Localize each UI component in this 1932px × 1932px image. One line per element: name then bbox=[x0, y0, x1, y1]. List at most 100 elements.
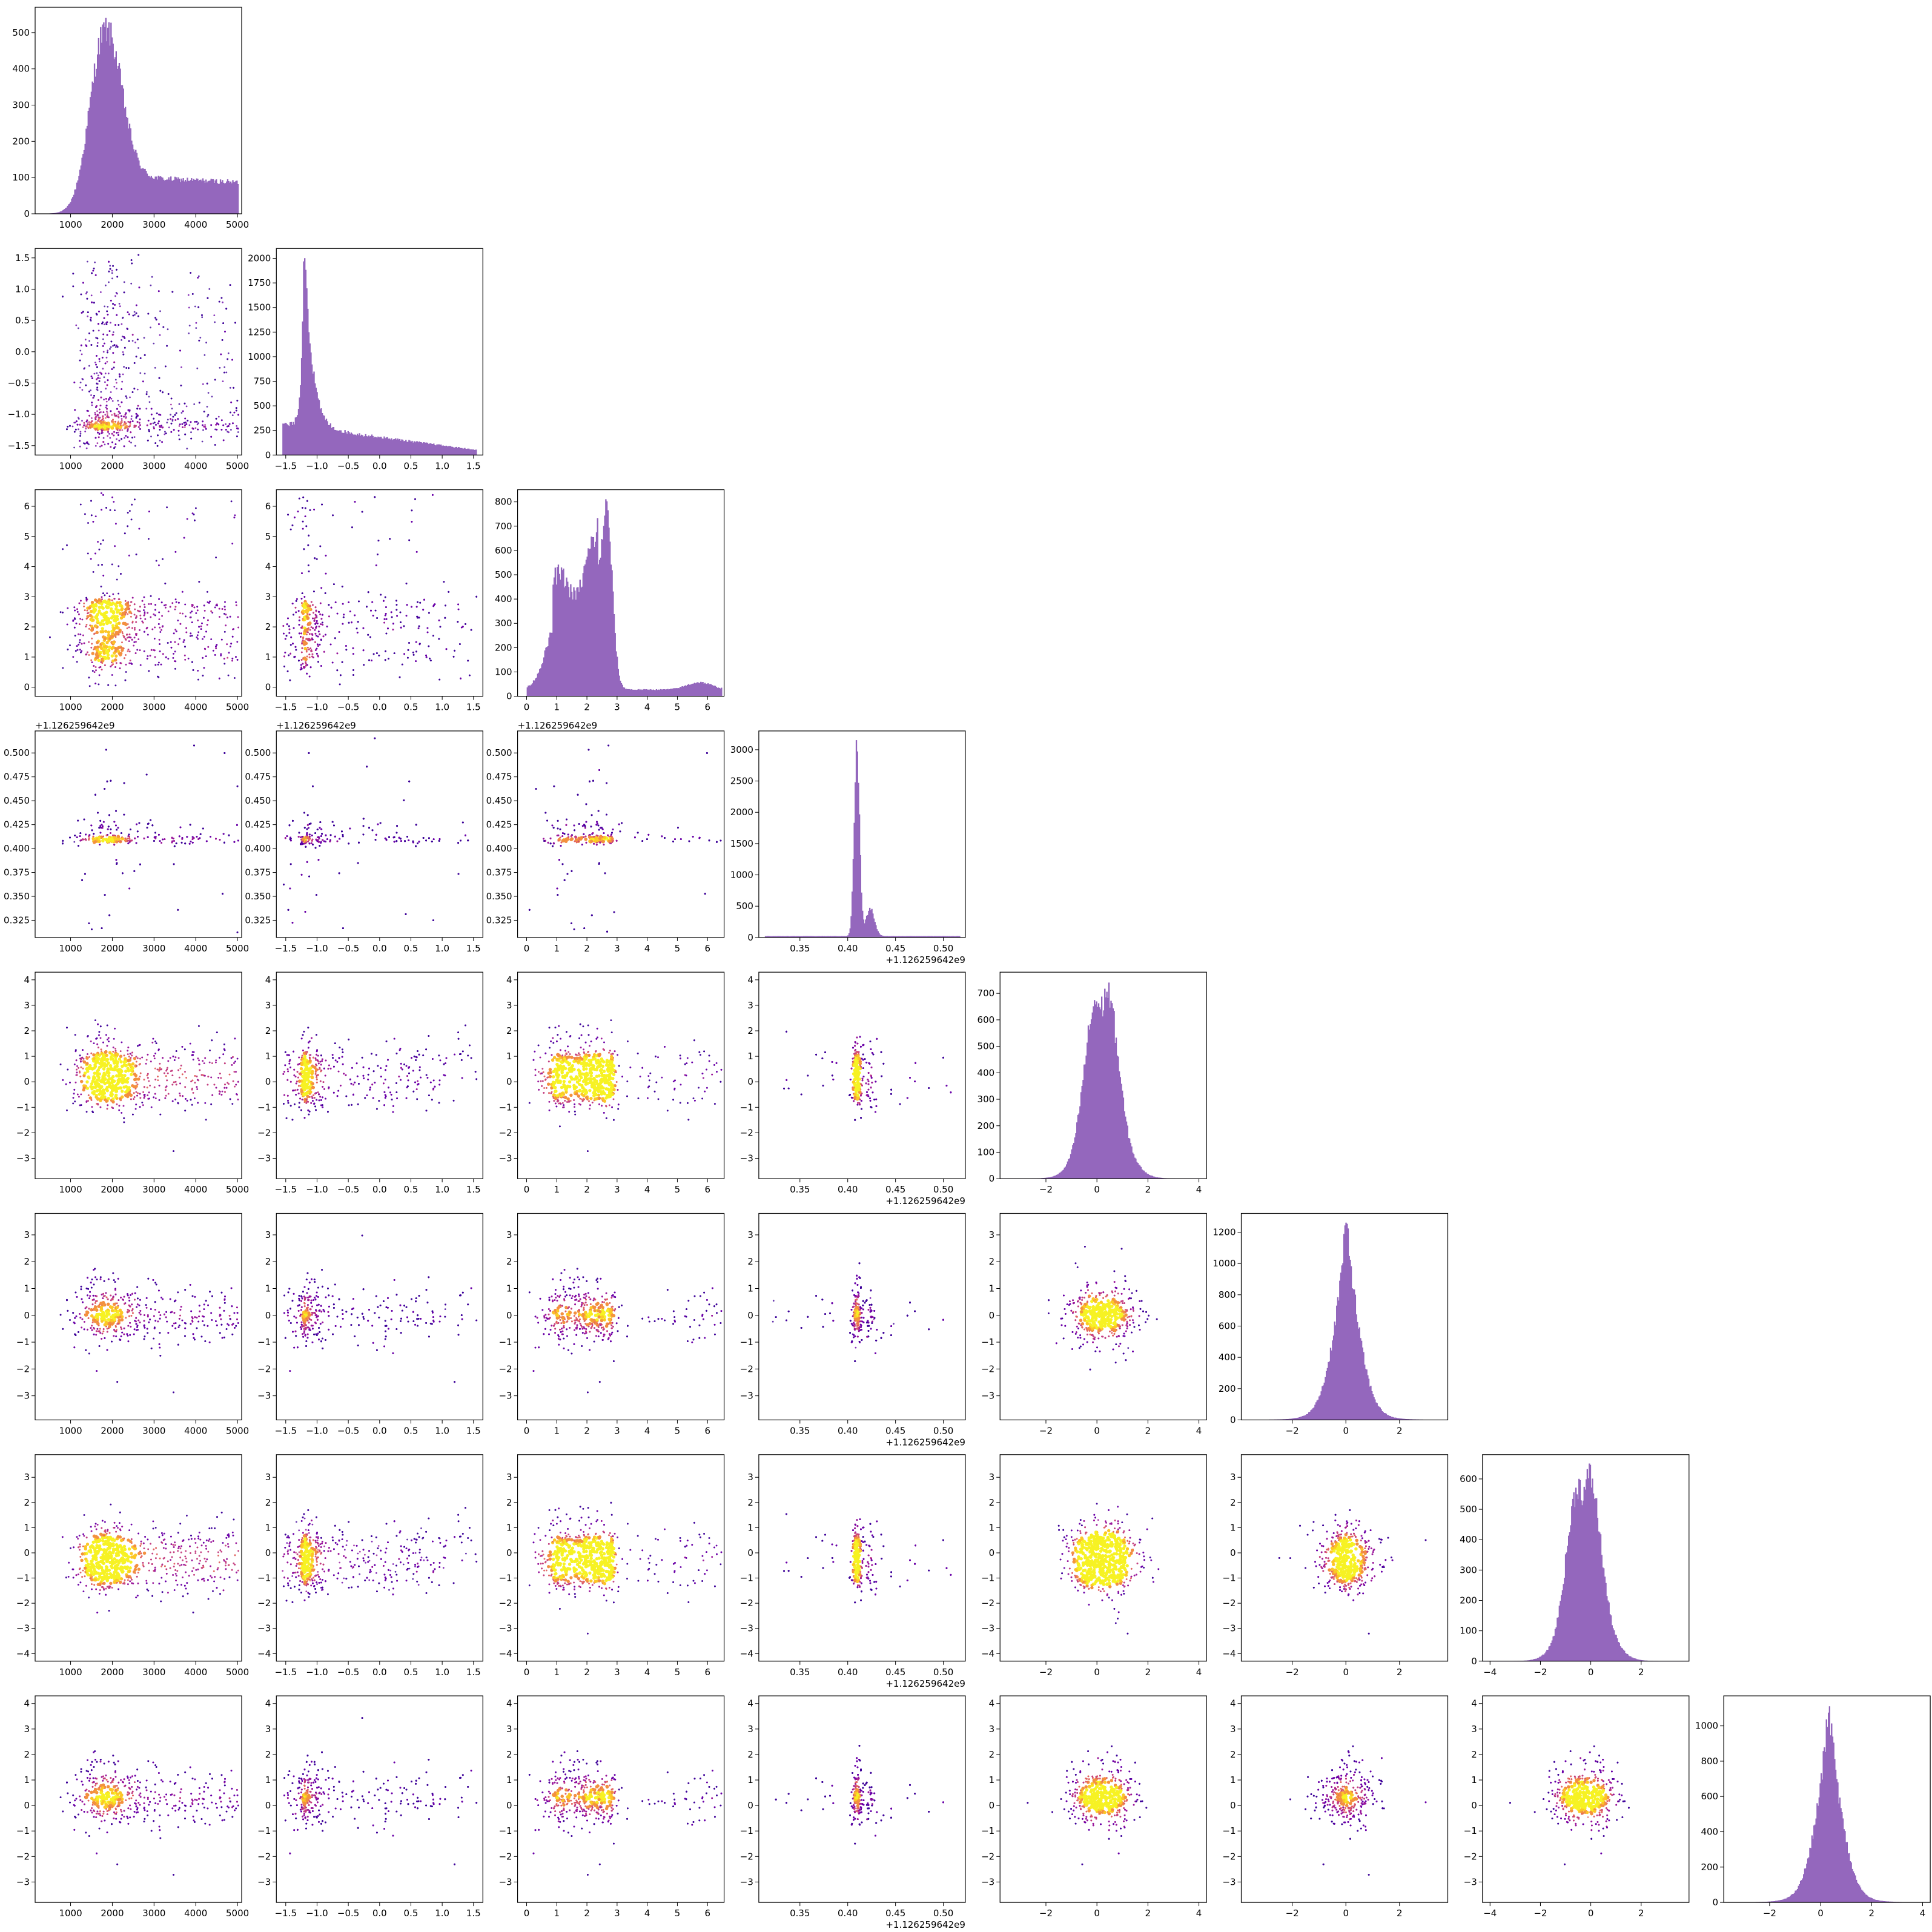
scatter-point bbox=[135, 425, 137, 427]
scatter-point bbox=[127, 650, 129, 652]
scatter-point bbox=[185, 423, 188, 425]
scatter-point bbox=[102, 417, 104, 420]
scatter-point bbox=[125, 417, 127, 420]
scatter-point bbox=[134, 652, 137, 654]
scatter-point bbox=[90, 317, 92, 319]
scatter-point bbox=[117, 324, 120, 326]
y-tick-label: 1.0 bbox=[15, 283, 30, 294]
scatter-point bbox=[134, 627, 136, 629]
scatter-point bbox=[215, 417, 217, 420]
scatter-point bbox=[416, 615, 418, 618]
y-tick-label: 1750 bbox=[248, 277, 271, 288]
scatter-point bbox=[158, 377, 160, 379]
scatter-point bbox=[98, 310, 100, 313]
scatter-point bbox=[100, 422, 102, 425]
scatter-point bbox=[232, 628, 234, 630]
scatter-point bbox=[179, 612, 181, 614]
scatter-point bbox=[103, 599, 107, 603]
scatter-point bbox=[88, 365, 90, 367]
scatter-point bbox=[88, 443, 90, 446]
scatter-point bbox=[80, 600, 82, 602]
scatter-point bbox=[191, 635, 193, 637]
scatter-point bbox=[226, 643, 228, 646]
scatter-point bbox=[227, 674, 230, 677]
scatter-point bbox=[88, 606, 91, 610]
scatter-point bbox=[178, 403, 180, 405]
scatter-point bbox=[153, 427, 155, 429]
scatter-point bbox=[196, 606, 199, 608]
scatter-point bbox=[116, 438, 117, 440]
scatter-point bbox=[119, 305, 121, 308]
scatter-point bbox=[83, 368, 85, 370]
scatter-point bbox=[168, 426, 170, 429]
scatter-point bbox=[177, 434, 180, 437]
scatter-point bbox=[85, 618, 88, 620]
scatter-point bbox=[79, 641, 81, 644]
scatter-point bbox=[77, 417, 79, 419]
scatter-point bbox=[352, 674, 354, 676]
scatter-point bbox=[144, 613, 146, 615]
scatter-point bbox=[195, 612, 197, 614]
scatter-point bbox=[128, 640, 130, 642]
scatter-point bbox=[233, 411, 236, 414]
scatter-point bbox=[116, 601, 119, 604]
scatter-point bbox=[170, 422, 173, 425]
scatter-point bbox=[457, 603, 459, 606]
scatter-point bbox=[110, 322, 111, 324]
scatter-point bbox=[90, 500, 92, 502]
scatter-point bbox=[415, 660, 417, 662]
scatter-point bbox=[130, 615, 132, 618]
scatter-point bbox=[107, 684, 110, 686]
scatter-point bbox=[81, 420, 83, 422]
scatter-point bbox=[395, 600, 397, 602]
scatter-point bbox=[119, 374, 121, 375]
x-tick-label: 3000 bbox=[142, 219, 165, 230]
scatter-point bbox=[114, 666, 116, 668]
scatter-point bbox=[167, 658, 170, 660]
scatter-point bbox=[107, 314, 109, 316]
scatter-point bbox=[231, 660, 233, 662]
scatter-point bbox=[81, 650, 83, 652]
scatter-point bbox=[236, 641, 239, 643]
scatter-point bbox=[284, 652, 286, 653]
scatter-point bbox=[102, 345, 104, 347]
scatter-point bbox=[136, 388, 139, 391]
scatter-point bbox=[154, 664, 157, 666]
scatter-point bbox=[99, 417, 101, 418]
scatter-point bbox=[128, 610, 132, 614]
scatter-point bbox=[153, 613, 155, 615]
scatter-point bbox=[183, 639, 185, 641]
scatter-point bbox=[79, 382, 82, 383]
scatter-point bbox=[184, 424, 186, 426]
scatter-point bbox=[234, 514, 236, 517]
scatter-point bbox=[133, 614, 136, 616]
scatter-point bbox=[125, 663, 127, 666]
scatter-point bbox=[371, 601, 374, 603]
scatter-point bbox=[336, 612, 339, 615]
scatter-point bbox=[133, 436, 136, 438]
x-tick-label: 2000 bbox=[101, 219, 124, 230]
y-tick-label: 1000 bbox=[248, 351, 271, 362]
scatter-point bbox=[130, 431, 132, 434]
scatter-point bbox=[121, 323, 123, 325]
scatter-point bbox=[134, 629, 136, 631]
scatter-point bbox=[225, 308, 228, 310]
scatter-point bbox=[200, 628, 202, 630]
scatter-point bbox=[150, 408, 153, 410]
scatter-point bbox=[74, 428, 77, 431]
scatter-point bbox=[282, 625, 285, 627]
x-tick-label: 2000 bbox=[101, 460, 124, 471]
scatter-point bbox=[94, 604, 98, 608]
scatter-point bbox=[182, 410, 184, 412]
scatter-point bbox=[116, 345, 117, 346]
scatter-point bbox=[86, 442, 88, 444]
scatter-point bbox=[237, 428, 239, 430]
scatter-point bbox=[147, 634, 149, 636]
scatter-point bbox=[94, 261, 96, 263]
scatter-point bbox=[171, 420, 174, 422]
x-tick-label: 3000 bbox=[142, 460, 165, 471]
scatter-point bbox=[174, 606, 177, 608]
scatter-point bbox=[85, 653, 87, 656]
scatter-point bbox=[99, 621, 102, 625]
scatter-point bbox=[79, 432, 82, 435]
